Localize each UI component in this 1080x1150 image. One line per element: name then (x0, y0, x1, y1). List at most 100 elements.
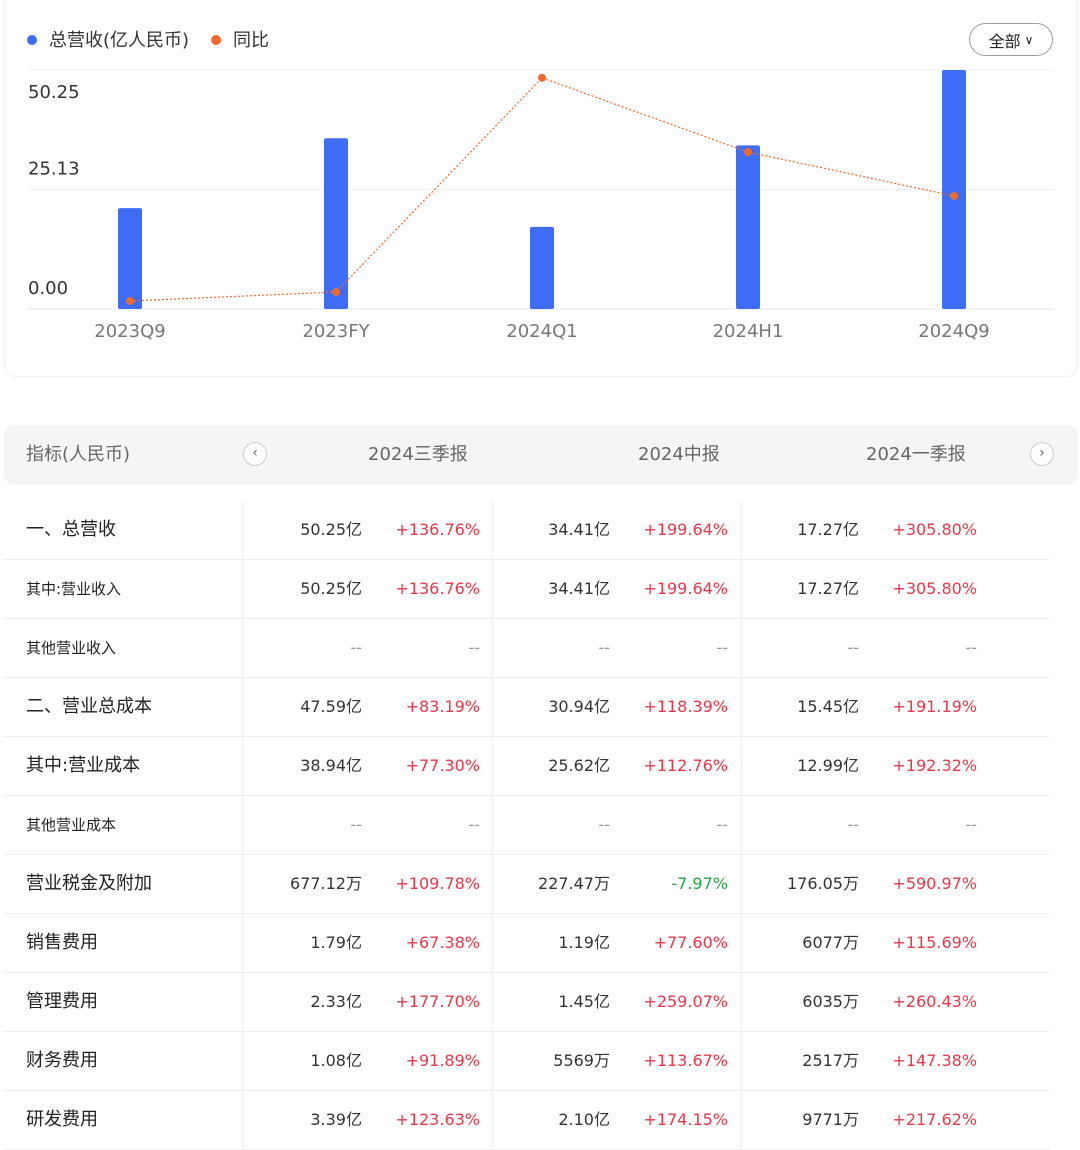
column-separator (242, 1091, 243, 1149)
x-tick-label: 2024H1 (713, 321, 784, 342)
value-cell: -- (598, 815, 610, 834)
table-row: 二、营业总成本 47.59亿 +83.19% 30.94亿 +118.39% 15.45亿… (4, 678, 1050, 737)
value-cell: 2517万 (802, 1051, 859, 1070)
chart-card (4, 0, 1078, 377)
value-cell: 34.41亿 (548, 520, 610, 539)
table-row: 一、总营收 50.25亿 +136.76% 34.41亿 +199.64% 17.27亿 +… (4, 501, 1050, 560)
yoy-cell: -- (716, 638, 728, 657)
column-separator (242, 855, 243, 913)
column-separator (741, 737, 742, 795)
yoy-cell: -- (468, 815, 480, 834)
row-label: 财务费用 (26, 1050, 98, 1071)
column-separator (242, 619, 243, 677)
legend-marker (27, 35, 37, 45)
value-cell: 50.25亿 (300, 579, 362, 598)
chart: 总营收(亿人民币) 同比 0.00 25.13 50.25 2023Q9 2023FY 202… (27, 30, 1055, 342)
filter-label: 全部 (988, 31, 1021, 51)
value-cell: -- (847, 815, 859, 834)
column-separator (242, 1032, 243, 1090)
row-label: 销售费用 (26, 932, 98, 953)
row-label: 二、营业总成本 (26, 696, 152, 717)
legend-marker (211, 35, 222, 45)
line-point (744, 148, 752, 157)
yoy-cell: +305.80% (892, 579, 977, 598)
row-label: 一、总营收 (26, 519, 116, 540)
next-button[interactable]: › (1030, 442, 1054, 466)
x-tick-label: 2023Q9 (94, 321, 165, 342)
column-separator (242, 796, 243, 854)
column-separator (242, 973, 243, 1031)
value-cell: 1.45亿 (558, 992, 610, 1011)
line-point (332, 288, 340, 297)
column-separator (741, 1091, 742, 1149)
column-separator (492, 796, 493, 854)
column-separator (741, 501, 742, 559)
table-row: 其中:营业成本 38.94亿 +77.30% 25.62亿 +112.76% 12.99亿… (4, 737, 1050, 796)
yoy-cell: +112.76% (643, 756, 728, 775)
column-separator (492, 973, 493, 1031)
value-cell: 34.41亿 (548, 579, 610, 598)
column-separator (242, 678, 243, 736)
column-separator (492, 855, 493, 913)
prev-button[interactable]: ‹ (243, 442, 267, 466)
yoy-cell: +147.38% (892, 1051, 977, 1070)
column-separator (492, 914, 493, 972)
bar (118, 208, 142, 309)
yoy-cell: -- (468, 638, 480, 657)
x-tick-label: 2024Q9 (918, 321, 989, 342)
row-label: 其他营业收入 (26, 639, 117, 657)
value-cell: 30.94亿 (548, 697, 610, 716)
column-separator (242, 560, 243, 618)
table-header: 指标(人民币) ‹ 2024三季报 2024中报 2024一季报 › (4, 425, 1078, 485)
x-tick-label: 2023FY (302, 321, 370, 342)
value-cell: 25.62亿 (548, 756, 610, 775)
value-cell: 1.79亿 (310, 933, 362, 952)
column-separator (741, 973, 742, 1031)
value-cell: 17.27亿 (797, 579, 859, 598)
bar (736, 145, 760, 309)
legend-label: 总营收(亿人民币) (49, 30, 189, 51)
column-separator (492, 1091, 493, 1149)
yoy-cell: +590.97% (892, 874, 977, 893)
bar (942, 70, 966, 309)
value-cell: 3.39亿 (310, 1110, 362, 1129)
line (129, 77, 955, 302)
column-separator (492, 619, 493, 677)
value-cell: 12.99亿 (797, 756, 859, 775)
y-tick-label: 50.25 (28, 82, 80, 103)
value-cell: 227.47万 (538, 874, 610, 893)
legend-label: 同比 (233, 30, 269, 51)
bar (324, 138, 348, 309)
row-label: 营业税金及附加 (26, 873, 152, 894)
yoy-cell: +259.07% (643, 992, 728, 1011)
column-separator (741, 560, 742, 618)
value-cell: 1.08亿 (310, 1051, 362, 1070)
value-cell: 6077万 (802, 933, 859, 952)
yoy-cell: +77.60% (653, 933, 728, 952)
x-tick-label: 2024Q1 (506, 321, 577, 342)
value-cell: 176.05万 (787, 874, 859, 893)
yoy-cell: +199.64% (643, 520, 728, 539)
yoy-cell: +174.15% (643, 1110, 728, 1129)
yoy-cell: -- (965, 638, 977, 657)
row-label: 管理费用 (26, 991, 98, 1012)
value-cell: 15.45亿 (797, 697, 859, 716)
table-row: 营业税金及附加 677.12万 +109.78% 227.47万 -7.97% 176.0… (4, 855, 1050, 914)
header-cell: 2024三季报 (368, 444, 468, 465)
yoy-cell: +136.76% (395, 579, 480, 598)
table-row: 其他营业成本 -- -- -- -- -- -- (4, 796, 1050, 855)
yoy-cell: +136.76% (395, 520, 480, 539)
filter-button[interactable]: 全部 ∨ (969, 23, 1053, 56)
bar (530, 226, 554, 309)
y-tick-label: 25.13 (28, 158, 80, 179)
value-cell: 38.94亿 (300, 756, 362, 775)
yoy-cell: +305.80% (892, 520, 977, 539)
column-separator (741, 678, 742, 736)
column-separator (242, 914, 243, 972)
yoy-cell: +192.32% (892, 756, 977, 775)
yoy-cell: +191.19% (892, 697, 977, 716)
yoy-cell: +77.30% (405, 756, 480, 775)
chevron: ∨ (1024, 32, 1034, 47)
yoy-cell: +91.89% (405, 1051, 480, 1070)
